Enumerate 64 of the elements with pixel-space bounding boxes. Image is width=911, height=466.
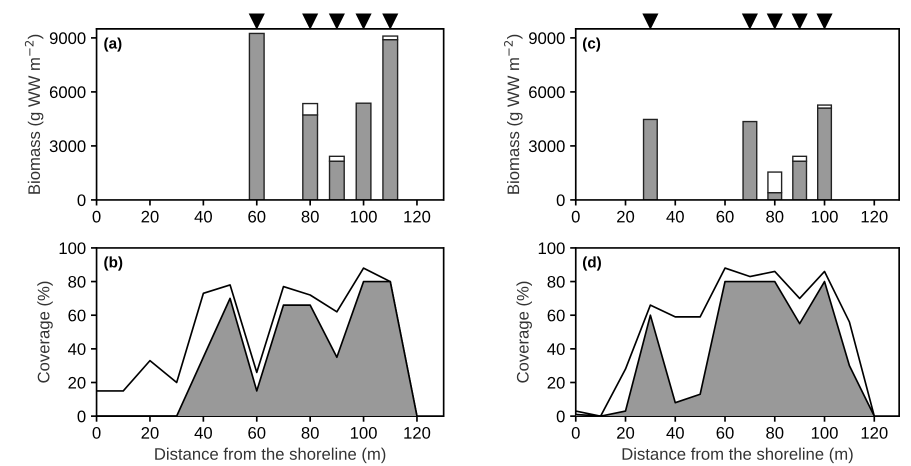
x-tick-label: 0 (92, 210, 101, 223)
x-tick-label: 60 (248, 426, 266, 439)
y-tick-label: 60 (548, 310, 565, 322)
x-axis-title: Distance from the shoreline (m) (155, 448, 386, 464)
x-tick-label: 100 (812, 426, 838, 439)
x-tick-label: 0 (92, 426, 101, 439)
y-tick-label: 0 (78, 410, 86, 422)
x-tick-label: 80 (766, 426, 784, 439)
x-tick-label: 80 (766, 210, 784, 223)
y-tick-label: 3000 (50, 140, 86, 152)
x-tick-label: 40 (666, 426, 684, 439)
y-tick-label: 20 (68, 376, 86, 389)
bar (642, 118, 658, 200)
y-tick-label: 6000 (529, 86, 565, 98)
x-tick-label: 40 (666, 210, 684, 223)
y-axis-title: Biomass (g WW m$^{−2}$) (24, 34, 44, 194)
y-axis-title: Coverage (%) (516, 282, 532, 383)
y-tick-label: 80 (68, 276, 86, 288)
x-tick-label: 0 (572, 426, 580, 439)
y-tick-label: 9000 (50, 32, 86, 44)
x-tick-label: 20 (142, 426, 159, 439)
bar (742, 120, 758, 200)
x-tick-label: 120 (404, 210, 430, 223)
x-tick-label: 120 (862, 210, 888, 223)
y-tick-label: 6000 (50, 86, 86, 98)
y-tick-label: 100 (60, 242, 86, 254)
bar (248, 32, 265, 200)
y-axis-title: Biomass (g WW m$^{−2}$) (504, 34, 523, 194)
bar (356, 102, 372, 200)
x-tick-label: 20 (617, 210, 634, 223)
annotation: (b) (104, 256, 122, 271)
x-tick-label: 100 (350, 426, 377, 439)
x-tick-label: 20 (142, 210, 159, 223)
y-tick-label: 100 (538, 242, 565, 254)
x-tick-label: 120 (404, 426, 430, 439)
y-tick-label: 0 (78, 194, 86, 206)
x-tick-label: 120 (862, 426, 888, 439)
x-tick-label: 100 (812, 210, 838, 223)
x-tick-label: 60 (248, 210, 266, 223)
y-tick-label: 60 (68, 310, 86, 322)
x-tick-label: 20 (617, 426, 634, 439)
x-tick-label: 60 (716, 210, 734, 223)
annotation: (c) (582, 37, 600, 52)
y-tick-label: 3000 (528, 140, 565, 152)
annotation: (a) (104, 37, 122, 52)
x-tick-label: 0 (572, 210, 580, 223)
x-tick-label: 60 (716, 426, 734, 439)
annotation: (d) (582, 256, 601, 271)
y-tick-label: 20 (548, 376, 565, 389)
y-tick-label: 0 (556, 194, 565, 206)
y-tick-label: 40 (68, 343, 86, 356)
x-tick-label: 80 (302, 426, 319, 439)
x-tick-label: 80 (302, 210, 319, 223)
y-tick-label: 40 (547, 343, 565, 356)
y-tick-label: 9000 (529, 32, 565, 44)
x-tick-label: 100 (350, 210, 377, 223)
bar (382, 39, 398, 200)
bar (816, 107, 832, 200)
y-tick-label: 0 (556, 410, 565, 422)
y-axis-title: Coverage (%) (37, 282, 53, 383)
y-tick-label: 80 (548, 276, 565, 288)
x-axis-title: Distance from the shoreline (m) (622, 448, 853, 464)
x-tick-label: 40 (194, 210, 212, 223)
x-tick-label: 40 (194, 426, 212, 439)
